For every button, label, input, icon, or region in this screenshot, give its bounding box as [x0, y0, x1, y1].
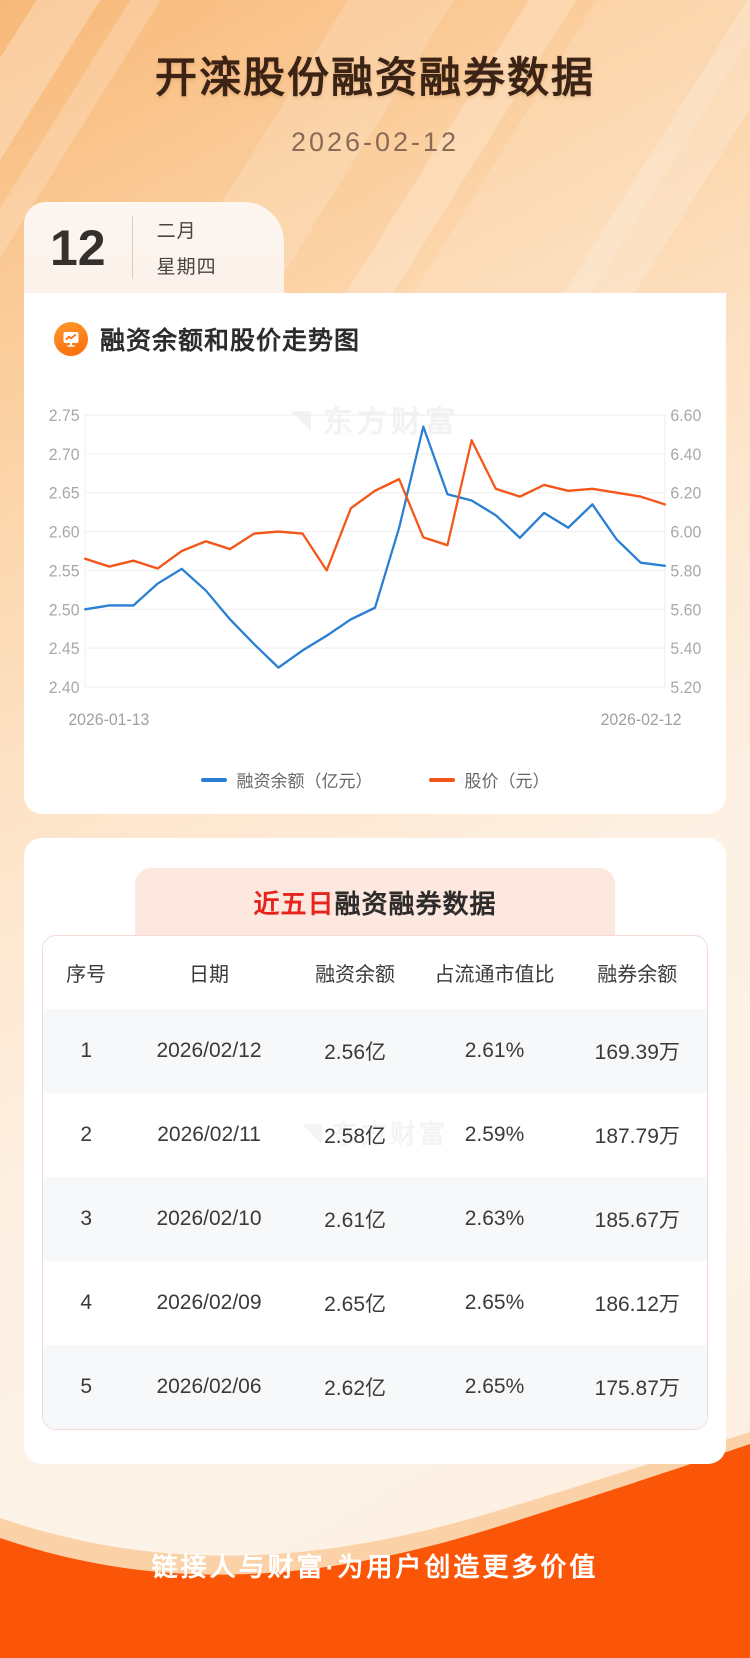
page-title: 开滦股份融资融券数据 — [154, 54, 595, 101]
svg-text:6.00: 6.00 — [670, 523, 701, 542]
footer-wave — [0, 1432, 750, 1658]
table-row: 5 2026/02/06 2.62亿 2.65% 175.87万 — [43, 1345, 707, 1429]
table-row: 2 2026/02/11 2.58亿 2.59% 187.79万 — [43, 1093, 707, 1177]
column-header-financing-balance: 融资余额 — [315, 964, 396, 986]
svg-text:2.60: 2.60 — [49, 523, 80, 542]
page-footer: 链接人与财富·为用户创造更多价值 — [0, 1426, 750, 1658]
table-row: 4 2026/02/09 2.65亿 2.65% 186.12万 — [43, 1261, 707, 1345]
svg-text:6.40: 6.40 — [670, 445, 701, 464]
svg-text:2.45: 2.45 — [49, 640, 80, 659]
chart-plot-area: ◥ 东方财富 2.75 2.70 2.65 2.60 2.55 2.50 2.45 2.40 … — [46, 391, 704, 751]
svg-text:2.65: 2.65 — [49, 484, 80, 503]
table-row: 1 2026/02/12 2.56亿 2.61% 169.39万 — [43, 1009, 707, 1093]
column-header-date: 日期 — [188, 964, 229, 986]
svg-text:2.70: 2.70 — [49, 445, 80, 464]
chart-card: 融资余额和股价走势图 ◥ 东方财富 2.75 2.70 2.65 2.60 2.55 2.… — [24, 293, 726, 814]
page-header: 开滦股份融资融券数据 2026-02-12 — [0, 0, 750, 158]
svg-text:5.40: 5.40 — [670, 640, 701, 659]
cell-date: 2026/02/09 — [156, 1291, 262, 1314]
cell-financing-balance: 2.62亿 — [324, 1377, 386, 1400]
calendar-day: 12 — [50, 219, 106, 276]
cell-short-balance: 187.79万 — [594, 1125, 680, 1148]
cell-financing-balance: 2.58亿 — [324, 1125, 386, 1148]
data-table: ◥ 东方财富 序号 日期 融资余额 占流通市值比 融券余额 1 2026/02/1… — [42, 935, 708, 1430]
calendar-weekday: 星期四 — [156, 257, 217, 278]
cell-index: 5 — [80, 1375, 92, 1398]
cell-short-balance: 185.67万 — [594, 1209, 680, 1232]
svg-text:6.60: 6.60 — [670, 407, 701, 426]
trend-line-chart: 2.75 2.70 2.65 2.60 2.55 2.50 2.45 2.40 6.60 6.4… — [49, 407, 702, 730]
legend-label-financing: 融资余额（亿元） — [236, 772, 373, 791]
svg-text:2.40: 2.40 — [49, 679, 80, 698]
cell-short-balance: 186.12万 — [594, 1293, 680, 1316]
cell-financing-balance: 2.61亿 — [324, 1209, 386, 1232]
svg-text:2026-01-13: 2026-01-13 — [68, 711, 149, 730]
cell-date: 2026/02/10 — [156, 1207, 262, 1230]
svg-text:2.55: 2.55 — [49, 562, 80, 581]
cell-short-balance: 175.87万 — [594, 1377, 680, 1400]
cell-date: 2026/02/12 — [156, 1039, 262, 1062]
page-subtitle-date: 2026-02-12 — [290, 127, 460, 157]
cell-market-ratio: 2.63% — [464, 1207, 525, 1230]
cell-index: 2 — [80, 1123, 92, 1146]
cell-financing-balance: 2.56亿 — [324, 1041, 386, 1064]
cell-market-ratio: 2.65% — [464, 1291, 525, 1314]
calendar-chip: 12 二月 星期四 — [24, 202, 284, 293]
cell-index: 1 — [80, 1039, 92, 1062]
table-row: 3 2026/02/10 2.61亿 2.63% 185.67万 — [43, 1177, 707, 1261]
table-header-row: 序号 日期 融资余额 占流通市值比 融券余额 — [43, 936, 707, 1009]
cell-market-ratio: 2.61% — [464, 1039, 525, 1062]
svg-text:5.60: 5.60 — [670, 601, 701, 620]
calendar-month: 二月 — [156, 221, 197, 242]
cell-short-balance: 169.39万 — [594, 1041, 680, 1064]
calendar-chip-wrap: 12 二月 星期四 — [0, 202, 750, 293]
column-header-index: 序号 — [66, 964, 107, 986]
legend-label-price: 股价（元） — [464, 772, 550, 791]
cell-market-ratio: 2.59% — [464, 1123, 525, 1146]
svg-text:6.20: 6.20 — [670, 484, 701, 503]
table-card: 近五日融资融券数据 ◥ 东方财富 序号 日期 融资余额 占流通市值比 融券余额 … — [24, 838, 726, 1464]
legend-swatch-financing — [200, 777, 227, 782]
chart-card-title: 融资余额和股价走势图 — [100, 327, 361, 355]
cell-index: 3 — [80, 1207, 92, 1230]
svg-text:5.20: 5.20 — [670, 679, 701, 698]
footer-slogan: 链接人与财富·为用户创造更多价值 — [151, 1552, 599, 1582]
svg-text:2026-02-12: 2026-02-12 — [601, 711, 682, 730]
column-header-short-balance: 融券余额 — [597, 964, 678, 986]
cell-market-ratio: 2.65% — [464, 1375, 525, 1398]
svg-text:2.50: 2.50 — [49, 601, 80, 620]
trend-monitor-icon — [54, 322, 88, 356]
cell-financing-balance: 2.65亿 — [324, 1293, 386, 1316]
svg-text:5.80: 5.80 — [670, 562, 701, 581]
svg-text:2.75: 2.75 — [49, 407, 80, 426]
column-header-market-ratio: 占流通市值比 — [434, 964, 555, 986]
calendar-divider — [131, 216, 133, 279]
legend-swatch-price — [428, 777, 455, 782]
chart-legend: 融资余额（亿元） 股价（元） — [46, 767, 704, 792]
cell-date: 2026/02/11 — [157, 1123, 261, 1146]
legend-item-price: 股价（元） — [428, 767, 550, 792]
table-title-highlight: 近五日 — [253, 889, 335, 919]
legend-item-financing: 融资余额（亿元） — [200, 767, 373, 792]
cell-index: 4 — [80, 1291, 92, 1314]
cell-date: 2026/02/06 — [156, 1375, 262, 1398]
table-title-rest: 融资融券数据 — [334, 889, 497, 919]
